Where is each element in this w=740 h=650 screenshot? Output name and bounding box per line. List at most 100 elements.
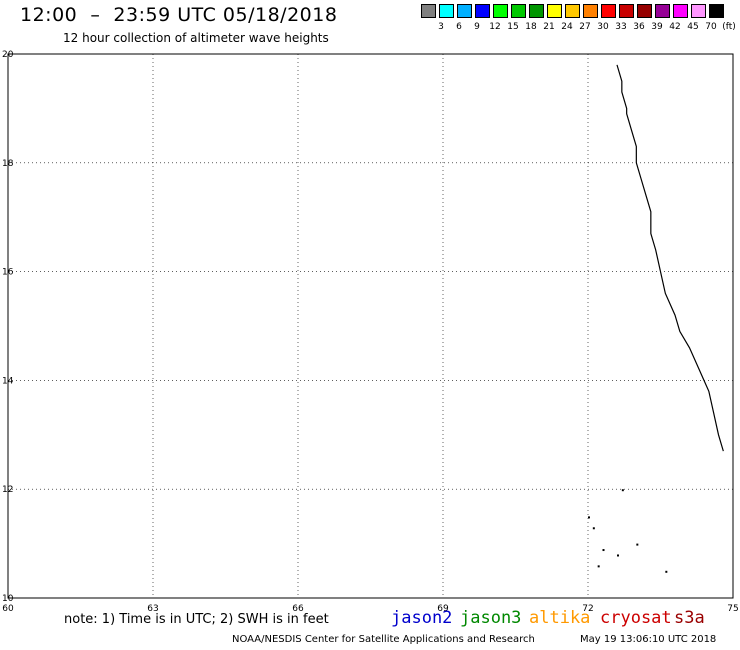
- colorbar-swatch: [511, 4, 526, 18]
- colorbar-swatch: [637, 4, 652, 18]
- coastline: [616, 64, 724, 452]
- track-time-label: 2238: [0, 0, 17, 3]
- swh-value-label: 2.72: [0, 0, 11, 3]
- colorbar-swatch: [673, 4, 688, 18]
- swh-value-label: 2.91: [0, 0, 11, 3]
- colorbar-tick-label: 15: [507, 22, 519, 32]
- swh-value-label: 2.39: [0, 0, 11, 3]
- swh-value-label: 3.10: [0, 0, 11, 3]
- track-time-label: 1736: [0, 0, 17, 3]
- y-tick-label: 20: [2, 50, 14, 60]
- swh-value-label: 3.43: [0, 0, 11, 3]
- island-mark: [621, 489, 624, 492]
- swh-value-label: 3.05: [0, 0, 11, 3]
- swh-value-label: 3.59: [0, 0, 11, 3]
- track-time-label: 1407: [0, 0, 17, 3]
- track-time-label: 1408: [0, 0, 17, 3]
- swh-value-label: 2.93: [0, 0, 11, 3]
- colorbar-tick-label: 9: [474, 22, 480, 32]
- colorbar-tick-label: 39: [651, 22, 663, 32]
- swh-value-label: 3.11: [0, 0, 11, 3]
- swh-value-label: 3.37: [0, 0, 11, 3]
- swh-value-label: 3.43: [0, 0, 11, 3]
- swh-value-label: 2.91: [0, 0, 11, 3]
- swh-value-label: 2.79: [0, 0, 11, 3]
- swh-value-label: 3.26: [0, 0, 11, 3]
- swh-value-label: 3.43: [0, 0, 11, 3]
- track-time-label: 2237: [0, 0, 17, 3]
- swh-value-label: 3.29: [0, 0, 11, 3]
- legend-note: note: 1) Time is in UTC; 2) SWH is in fe…: [64, 612, 329, 627]
- swh-value-label: 3.81: [0, 0, 11, 3]
- swh-value-label: 3.62: [0, 0, 11, 3]
- swh-value-label: 2.60: [0, 0, 11, 3]
- y-tick-label: 12: [2, 485, 13, 495]
- swh-value-label: 2.19: [0, 0, 11, 3]
- swh-value-label: 3.09: [0, 0, 11, 3]
- page-subtitle: 12 hour collection of altimeter wave hei…: [63, 31, 329, 45]
- swh-value-label: 2.66: [0, 0, 11, 3]
- swh-value-label: 3.33: [0, 0, 11, 3]
- y-tick-label: 14: [2, 376, 14, 386]
- island-mark: [665, 570, 668, 573]
- swh-value-label: 2.54: [0, 0, 11, 3]
- track-time-label: 1401: [0, 0, 17, 3]
- swh-value-label: 3.33: [0, 0, 11, 3]
- swh-value-label: 3.22: [0, 0, 11, 3]
- track-time-label: 2240: [0, 0, 17, 3]
- island-mark: [636, 543, 639, 546]
- colorbar-swatch: [421, 4, 436, 18]
- swh-value-label: 4.04: [0, 0, 11, 3]
- colorbar-swatch: [691, 4, 706, 18]
- swh-value-label: 3.12: [0, 0, 11, 3]
- colorbar-tick-label: 33: [615, 22, 627, 32]
- colorbar-tick-label: 6: [456, 22, 462, 32]
- colorbar-swatch: [655, 4, 670, 18]
- swh-value-label: 3.32: [0, 0, 11, 3]
- x-tick-label: 63: [147, 604, 158, 614]
- swh-value-label: 4.05: [0, 0, 11, 3]
- x-tick-label: 69: [437, 604, 449, 614]
- swh-value-label: 2.54: [0, 0, 11, 3]
- track-time-label: 1734: [0, 0, 17, 3]
- swh-value-label: 2.35: [0, 0, 11, 3]
- swh-value-label: 2.80: [0, 0, 11, 3]
- swh-value-label: 3.31: [0, 0, 11, 3]
- swh-value-label: 3.12: [0, 0, 11, 3]
- swh-value-label: 3.38: [0, 0, 11, 3]
- colorbar-tick-label: 45: [687, 22, 699, 32]
- swh-value-label: 3.08: [0, 0, 11, 3]
- swh-value-label: 3.18: [0, 0, 11, 3]
- swh-value-label: 3.23: [0, 0, 11, 3]
- swh-value-label: 3.18: [0, 0, 11, 3]
- swh-value-label: 3.12: [0, 0, 11, 3]
- swh-value-label: 4.52: [0, 0, 11, 3]
- mission-label-altika: altika: [529, 608, 591, 628]
- footer-timestamp: May 19 13:06:10 UTC 2018: [580, 634, 717, 645]
- swh-value-label: 2.95: [0, 0, 11, 3]
- swh-value-label: 3.26: [0, 0, 11, 3]
- swh-value-label: 3.28: [0, 0, 11, 3]
- swh-value-label: 4.22: [0, 0, 11, 3]
- swh-value-label: 3.77: [0, 0, 11, 3]
- island-mark: [588, 516, 590, 519]
- swh-value-label: 3.53: [0, 0, 11, 3]
- swh-value-label: 1.95: [0, 0, 11, 3]
- swh-value-label: 2.78: [0, 0, 11, 3]
- colorbar-swatch: [547, 4, 562, 18]
- mission-label-jason3: jason3: [460, 608, 522, 628]
- swh-value-label: 4.18: [0, 0, 11, 3]
- swh-value-label: 2.66: [0, 0, 11, 3]
- swh-value-label: 2.60: [0, 0, 11, 3]
- swh-value-label: 2.95: [0, 0, 11, 3]
- swh-value-label: 3.62: [0, 0, 11, 3]
- swh-value-label: 3.23: [0, 0, 11, 3]
- swh-value-label: 3.25: [0, 0, 11, 3]
- swh-value-label: 2.59: [0, 0, 11, 3]
- track-time-label: 1400: [0, 0, 17, 3]
- swh-value-label: 3.28: [0, 0, 11, 3]
- track-time-label: 1735: [0, 0, 17, 3]
- swh-value-label: 3.41: [0, 0, 11, 3]
- swh-value-label: 2.43: [0, 0, 11, 3]
